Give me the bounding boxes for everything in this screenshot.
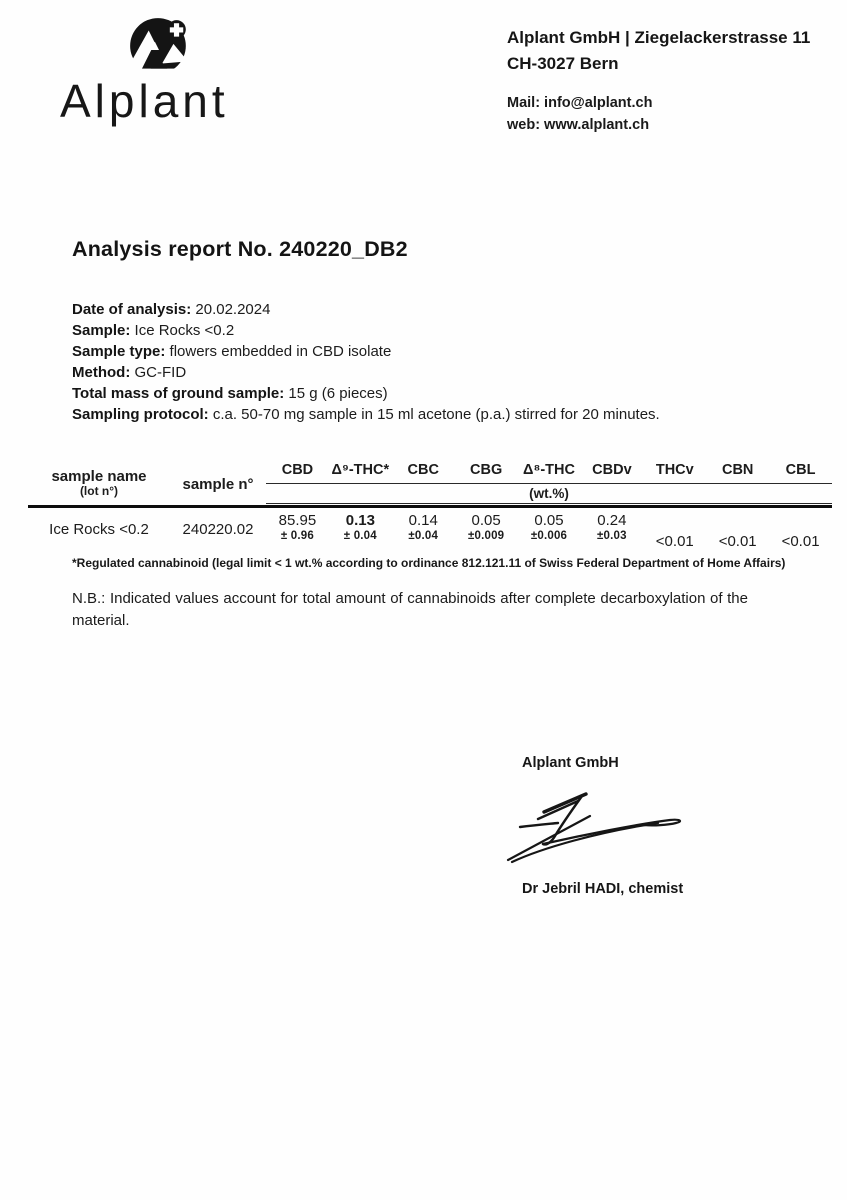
analyte-column-header: CBC: [407, 462, 439, 478]
sample-no-value: 240220.02: [182, 521, 254, 538]
analyte-header-block: CBD Δ⁹-THC* CBC CBG Δ⁸-THC CBDv THCv CBN CBL (wt…: [266, 462, 832, 504]
analyte-uncertainty: ±0.04: [408, 530, 439, 542]
analyte-value: 0.05: [471, 512, 501, 529]
table-row: Ice Rocks <0.2 240220.02 85.95 ± 0.96 0.13…: [28, 512, 832, 552]
cell-sample-name: Ice Rocks <0.2: [28, 512, 170, 552]
analyte-uncertainty: ± 0.04: [343, 530, 377, 542]
value-cell: 0.05 ±0.006: [518, 512, 581, 550]
lot-number-header: (lot n°): [79, 484, 119, 498]
analyte-header-row: CBD Δ⁹-THC* CBC CBG Δ⁸-THC CBDv THCv CBN CBL: [266, 462, 832, 484]
analyte-column-header: CBG: [470, 462, 503, 478]
analyte-value: <0.01: [655, 533, 694, 550]
sample-no-header: sample n°: [182, 476, 254, 493]
detail-line: Total mass of ground sample: 15 g (6 pie…: [72, 385, 388, 402]
sample-name-value: Ice Rocks <0.2: [49, 521, 149, 538]
analyte-uncertainty: ±0.009: [467, 530, 505, 542]
company-address: Alplant GmbH | Ziegelackerstrasse 11 CH-…: [507, 25, 810, 77]
table-divider-line: [28, 505, 832, 508]
detail-line: Sample: Ice Rocks <0.2: [72, 322, 235, 339]
mountain-swiss-cross-icon: [126, 18, 192, 82]
detail-line: Sampling protocol: c.a. 50-70 mg sample …: [72, 406, 660, 423]
analysis-details: Date of analysis: 20.02.2024 Sample: Ice …: [72, 299, 660, 425]
value-cell: <0.01: [643, 512, 706, 552]
value-cell: 0.05 ±0.009: [455, 512, 518, 550]
analyte-column-header: CBN: [721, 462, 754, 478]
web-line: web: www.alplant.ch: [507, 117, 650, 133]
analyte-value: 0.05: [534, 512, 564, 529]
analyte-column-header: CBL: [785, 462, 816, 478]
header-sample-name: sample name (lot n°): [28, 462, 170, 504]
cell-sample-no: 240220.02: [170, 512, 266, 552]
company-contact: Mail: info@alplant.ch web: www.alplant.c…: [507, 92, 652, 136]
nb-note: N.B.: Indicated values account for total…: [72, 590, 748, 629]
signature-name: Dr Jebril HADI, chemist: [522, 881, 684, 897]
report-title: Analysis report No. 240220_DB2: [72, 237, 408, 261]
value-cell: 0.13 ± 0.04: [329, 512, 392, 550]
unit-row: (wt.%): [266, 484, 832, 504]
detail-line: Sample type: flowers embedded in CBD iso…: [72, 343, 392, 360]
address-line-2: CH-3027 Bern: [507, 54, 619, 73]
analyte-uncertainty: ± 0.96: [280, 530, 314, 542]
analyte-value: <0.01: [718, 533, 757, 550]
detail-line: Date of analysis: 20.02.2024: [72, 301, 271, 318]
address-line-1: Alplant GmbH | Ziegelackerstrasse 11: [507, 28, 811, 47]
analyte-value: 0.13: [345, 512, 375, 529]
analyte-column-header: Δ⁹-THC*: [331, 462, 390, 478]
value-cell: 0.24 ±0.03: [580, 512, 643, 550]
analyte-value: <0.01: [781, 533, 820, 550]
analyte-column-header: CBDv: [592, 462, 632, 478]
analyte-value: 0.24: [597, 512, 627, 529]
detail-line: Method: GC-FID: [72, 364, 187, 381]
table-header: sample name (lot n°) sample n° CBD Δ⁹-THC…: [28, 462, 832, 504]
table-footnote: *Regulated cannabinoid (legal limit < 1 …: [72, 556, 786, 570]
analyte-column-header: CBD: [281, 462, 314, 478]
value-cell: <0.01: [769, 512, 832, 552]
signature-company: Alplant GmbH: [522, 755, 619, 771]
analyte-uncertainty: ±0.006: [530, 530, 568, 542]
analyte-value: 0.14: [408, 512, 438, 529]
analyte-values: 85.95 ± 0.96 0.13 ± 0.04 0.14 ±0.04 0.05 ±0.009…: [266, 512, 832, 552]
value-cell: <0.01: [706, 512, 769, 552]
analyte-column-header: Δ⁸-THC: [523, 462, 575, 478]
results-table: sample name (lot n°) sample n° CBD Δ⁹-THC…: [28, 462, 832, 552]
header-sample-no: sample n°: [170, 462, 266, 504]
mail-line: Mail: info@alplant.ch: [507, 95, 653, 111]
sample-name-header: sample name: [51, 468, 147, 485]
value-cell: 85.95 ± 0.96: [266, 512, 329, 550]
analyte-column-header: THCv: [655, 462, 694, 478]
handwritten-signature: [506, 792, 682, 864]
logo-wordmark: Alplant: [60, 75, 229, 127]
analyte-value: 85.95: [278, 512, 317, 529]
value-cell: 0.14 ±0.04: [392, 512, 455, 550]
analyte-uncertainty: ±0.03: [597, 530, 627, 542]
